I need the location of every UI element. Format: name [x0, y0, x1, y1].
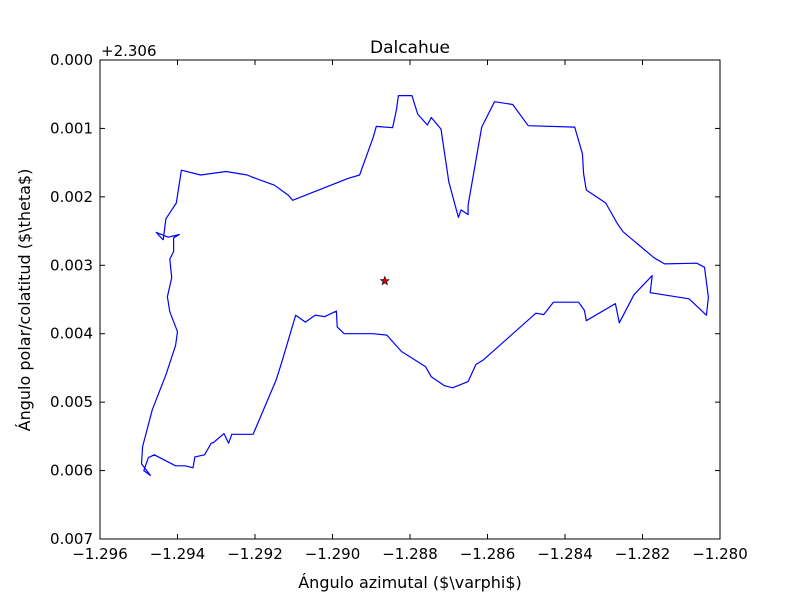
- star-marker: [379, 275, 390, 286]
- y-tick-label: 0.003: [50, 256, 93, 274]
- y-offset-label: +2.306: [101, 42, 157, 60]
- x-tick-label: −1.294: [150, 545, 206, 563]
- series-line-0: [140, 94, 710, 476]
- y-tick-label: 0.007: [50, 530, 93, 548]
- x-tick-label: −1.282: [615, 545, 671, 563]
- x-tick-label: −1.284: [537, 545, 593, 563]
- y-tick-label: 0.004: [50, 325, 93, 343]
- y-tick-label: 0.005: [50, 393, 93, 411]
- y-axis-label: Ángulo polar/colatitud ($\theta$): [15, 169, 34, 432]
- x-tick-label: −1.296: [72, 545, 128, 563]
- x-tick-label: −1.280: [692, 545, 748, 563]
- y-tick-label: 0.000: [50, 51, 93, 69]
- x-axis-label: Ángulo azimutal ($\varphi$): [298, 573, 522, 592]
- y-tick-label: 0.006: [50, 462, 93, 480]
- y-tick-label: 0.001: [50, 119, 93, 137]
- x-tick-label: −1.286: [460, 545, 516, 563]
- y-tick-label: 0.002: [50, 188, 93, 206]
- x-tick-label: −1.292: [227, 545, 283, 563]
- axes-ticks: −1.296 −1.294 −1.292 −1.290 −1.288 −1.286 −1.2…: [50, 51, 748, 563]
- chart-title: Dalcahue: [370, 38, 450, 58]
- plot-area: [140, 94, 710, 476]
- x-tick-label: −1.290: [305, 545, 361, 563]
- x-tick-label: −1.288: [382, 545, 438, 563]
